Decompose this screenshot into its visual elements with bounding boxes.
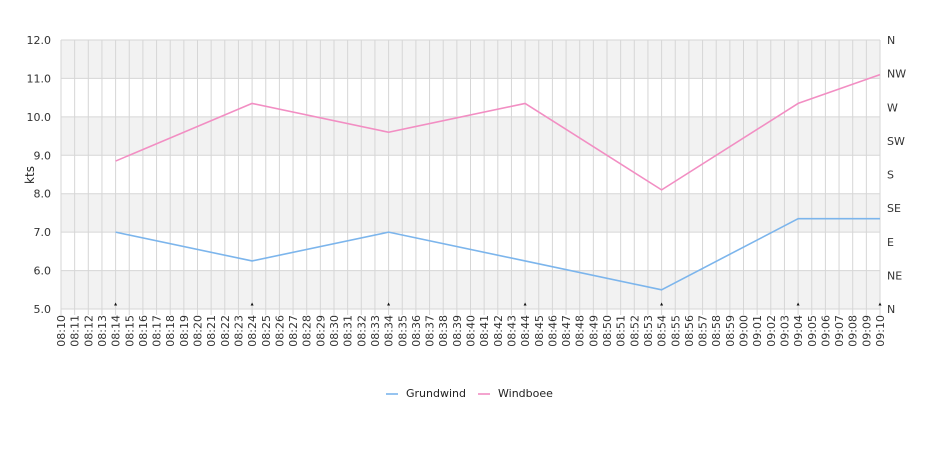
x-tick-label: 08:10 <box>55 315 68 347</box>
x-tick-label: 08:41 <box>478 315 491 347</box>
x-tick-label: 09:05 <box>806 315 819 347</box>
x-tick-label: 08:14 <box>110 315 123 347</box>
x-tick-label: 08:26 <box>273 315 286 347</box>
x-tick-label: 08:48 <box>574 315 587 347</box>
x-tick-label: 08:23 <box>232 315 245 347</box>
x-tick-label: 08:56 <box>683 315 696 347</box>
x-tick-label: 09:01 <box>751 315 764 347</box>
x-tick-label: 08:53 <box>642 315 655 347</box>
x-tick-label: 09:09 <box>860 315 873 347</box>
x-tick-label: 09:03 <box>778 315 791 347</box>
series-line-grundwind <box>115 217 880 291</box>
x-tick-label: 08:58 <box>710 315 723 347</box>
legend[interactable]: Grundwind Windboee <box>386 387 553 400</box>
x-tick-label: 08:55 <box>669 315 682 347</box>
x-tick-label: 09:07 <box>833 315 846 347</box>
x-tick-label: 08:34 <box>383 315 396 347</box>
x-tick-label: 08:19 <box>178 315 191 347</box>
y2-tick-label: NE <box>887 269 902 282</box>
x-tick-label: 08:22 <box>219 315 232 347</box>
series-line-windboee <box>115 73 881 191</box>
y2-tick-label: W <box>887 101 898 114</box>
y-tick-label: 7.0 <box>34 226 52 239</box>
y-axis-right: N NE E SE S SW W NW N <box>887 34 906 316</box>
direction-marker <box>660 302 664 306</box>
x-tick-label: 08:44 <box>519 315 532 347</box>
x-tick-label: 08:52 <box>628 315 641 347</box>
x-tick-label: 08:45 <box>533 315 546 347</box>
y2-tick-label: S <box>887 169 894 182</box>
x-tick-label: 08:15 <box>123 315 136 347</box>
direction-marker <box>387 302 391 306</box>
x-axis: 08:10 08:11 08:12 08:13 08:14 08:15 08:16 08:17… <box>55 315 887 347</box>
y-tick-label: 10.0 <box>27 111 52 124</box>
y-tick-label: 11.0 <box>27 72 52 85</box>
x-tick-label: 08:59 <box>724 315 737 347</box>
direction-marker <box>114 302 118 306</box>
y-tick-label: 8.0 <box>34 188 52 201</box>
x-tick-label: 08:25 <box>260 315 273 347</box>
x-tick-label: 08:21 <box>205 315 218 347</box>
x-tick-label: 08:12 <box>82 315 95 347</box>
direction-marker <box>523 302 527 306</box>
y-tick-label: 5.0 <box>34 303 52 316</box>
x-tick-label: 09:00 <box>738 315 751 347</box>
x-tick-label: 08:40 <box>465 315 478 347</box>
y-tick-label: 9.0 <box>34 149 52 162</box>
y-tick-label: 12.0 <box>27 34 52 47</box>
x-tick-label: 08:37 <box>424 315 437 347</box>
x-tick-label: 08:29 <box>314 315 327 347</box>
x-tick-label: 08:27 <box>287 315 300 347</box>
y2-tick-label: N <box>887 303 895 316</box>
x-tick-label: 08:46 <box>546 315 559 347</box>
x-tick-label: 08:32 <box>355 315 368 347</box>
y2-tick-label: E <box>887 236 894 249</box>
x-tick-label: 08:35 <box>396 315 409 347</box>
x-tick-label: 08:49 <box>587 315 600 347</box>
y2-tick-label: NW <box>887 68 906 81</box>
x-tick-label: 09:04 <box>792 315 805 347</box>
x-tick-label: 08:47 <box>560 315 573 347</box>
legend-item-grundwind: Grundwind <box>406 387 466 400</box>
x-tick-label: 08:20 <box>192 315 205 347</box>
x-tick-label: 08:50 <box>601 315 614 347</box>
y2-tick-label: N <box>887 34 895 47</box>
x-tick-label: 08:36 <box>410 315 423 347</box>
x-tick-label: 08:17 <box>151 315 164 347</box>
x-tick-label: 08:24 <box>246 315 259 347</box>
x-tick-label: 08:43 <box>505 315 518 347</box>
x-tick-label: 08:42 <box>492 315 505 347</box>
x-tick-label: 08:31 <box>342 315 355 347</box>
direction-marker <box>796 302 800 306</box>
direction-marker <box>250 302 254 306</box>
direction-markers <box>114 302 882 306</box>
legend-item-windboee: Windboee <box>498 387 553 400</box>
y-axis-title: kts <box>23 166 37 184</box>
x-tick-label: 08:18 <box>164 315 177 347</box>
x-tick-label: 08:51 <box>615 315 628 347</box>
y2-tick-label: SE <box>887 202 901 215</box>
y2-tick-label: SW <box>887 135 905 148</box>
horizontal-grid <box>61 39 880 310</box>
x-tick-label: 08:30 <box>328 315 341 347</box>
x-tick-label: 08:28 <box>301 315 314 347</box>
x-tick-label: 08:11 <box>69 315 82 347</box>
x-tick-label: 09:10 <box>874 315 887 347</box>
x-tick-label: 08:54 <box>656 315 669 347</box>
x-tick-label: 09:08 <box>847 315 860 347</box>
direction-marker <box>878 302 882 306</box>
x-tick-label: 09:02 <box>765 315 778 347</box>
vertical-grid <box>60 40 881 315</box>
series-lines <box>115 73 881 291</box>
x-tick-label: 08:16 <box>137 315 150 347</box>
x-tick-label: 08:13 <box>96 315 109 347</box>
x-tick-label: 08:39 <box>451 315 464 347</box>
x-tick-label: 08:38 <box>437 315 450 347</box>
x-tick-label: 09:06 <box>819 315 832 347</box>
y-axis-left: 5.0 6.0 7.0 8.0 9.0 10.0 11.0 12.0 <box>27 34 52 316</box>
x-tick-label: 08:57 <box>697 315 710 347</box>
x-tick-label: 08:33 <box>369 315 382 347</box>
y-tick-label: 6.0 <box>34 265 52 278</box>
